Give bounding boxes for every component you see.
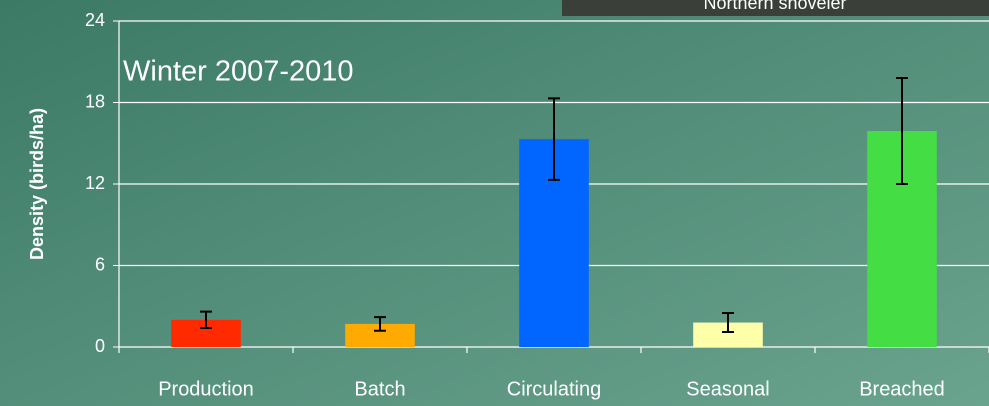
y-tick-label: 6 (95, 254, 105, 274)
y-tick-label: 12 (85, 173, 105, 193)
error-bar (722, 312, 734, 334)
y-axis-label: Density (birds/ha) (27, 108, 47, 260)
x-tick-label: Breached (859, 378, 945, 400)
photo (562, 0, 989, 16)
y-tick-label: 0 (95, 336, 105, 356)
x-tick-label: Seasonal (686, 378, 769, 400)
photo-caption: Northern shoveler (703, 0, 846, 13)
y-tick-label: 18 (85, 91, 105, 111)
bar (345, 323, 415, 347)
error-bar (374, 316, 386, 332)
x-tick-label: Circulating (507, 378, 601, 400)
annotation: Winter 2007-2010 (123, 56, 354, 88)
x-tick-label: Production (158, 378, 254, 400)
y-tick-label: 24 (85, 10, 105, 30)
error-bar (200, 310, 212, 329)
error-bar (548, 97, 560, 181)
x-tick-label: Batch (354, 378, 405, 400)
error-bar (896, 77, 908, 185)
